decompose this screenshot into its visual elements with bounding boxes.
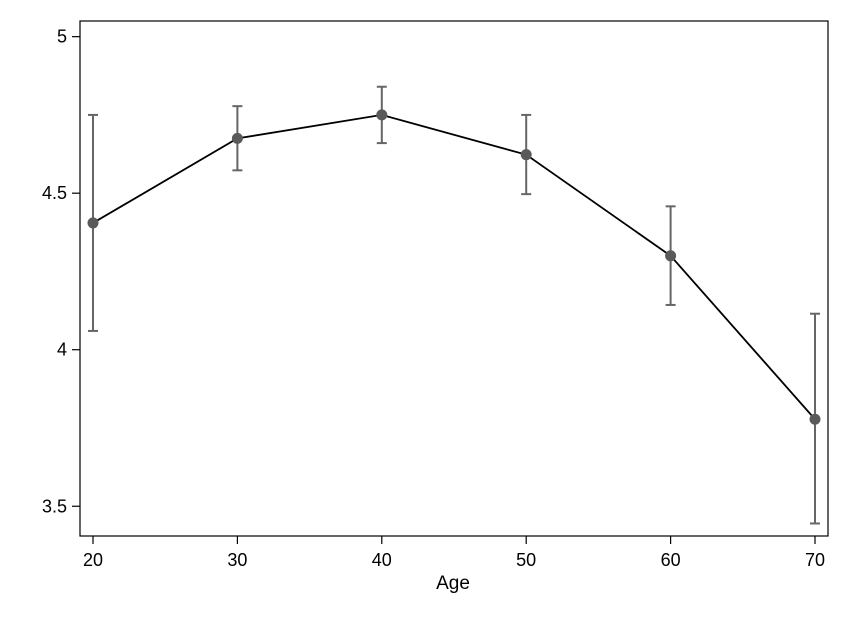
series-line — [92, 114, 816, 420]
y-tick-label: 4 — [57, 340, 67, 360]
series-line-group — [92, 114, 816, 420]
data-point — [231, 132, 243, 144]
y-tick-label: 3.5 — [42, 496, 67, 516]
y-tick-label: 5 — [57, 27, 67, 47]
x-tick-label: 70 — [805, 550, 825, 570]
data-markers — [87, 109, 821, 425]
data-point — [809, 413, 821, 425]
x-tick-label: 30 — [227, 550, 247, 570]
data-point — [376, 109, 388, 121]
x-axis: 20 30 40 50 60 70 — [83, 536, 825, 570]
x-axis-title: Age — [436, 573, 470, 594]
y-tick-label: 4.5 — [42, 183, 67, 203]
x-tick-label: 50 — [516, 550, 536, 570]
x-tick-label: 60 — [661, 550, 681, 570]
y-axis: 3.5 4 4.5 5 — [42, 27, 80, 516]
x-tick-label: 20 — [83, 550, 103, 570]
data-point — [87, 217, 99, 229]
plot-frame — [79, 20, 829, 537]
data-point — [520, 149, 532, 161]
x-tick-label: 40 — [372, 550, 392, 570]
data-point — [665, 250, 677, 262]
